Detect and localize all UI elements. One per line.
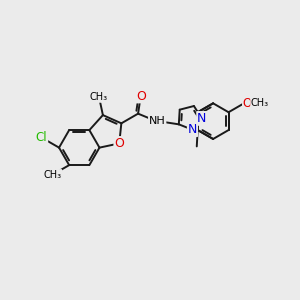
Text: CH₃: CH₃ [43, 170, 62, 180]
Text: O: O [243, 97, 252, 110]
Text: N: N [188, 123, 197, 136]
Text: O: O [136, 89, 146, 103]
Text: O: O [114, 137, 124, 150]
Text: Cl: Cl [36, 131, 47, 144]
Text: CH₃: CH₃ [251, 98, 269, 108]
Text: N: N [197, 112, 206, 125]
Text: CH₃: CH₃ [90, 92, 108, 102]
Text: NH: NH [149, 116, 166, 126]
